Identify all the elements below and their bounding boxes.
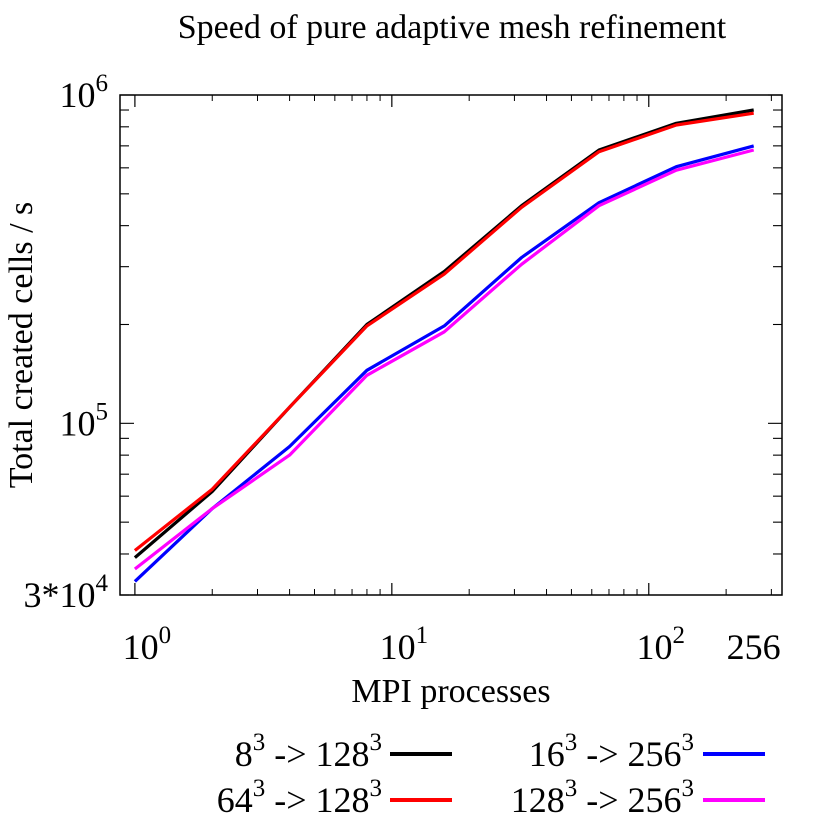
- y-axis-label: Total created cells / s: [3, 202, 40, 489]
- plot-frame: [119, 94, 783, 596]
- series-lines: [133, 108, 755, 583]
- legend-label: 83 -> 1283: [235, 729, 382, 774]
- legend-label: 1283 -> 2563: [511, 775, 694, 820]
- x-axis-label: MPI processes: [351, 673, 550, 710]
- legend-label: 163 -> 2563: [529, 729, 694, 774]
- axis-ticks: [120, 94, 782, 596]
- chart-title: Speed of pure adaptive mesh refinement: [178, 9, 727, 46]
- y-tick-label: 3*104: [24, 570, 109, 615]
- legend-label: 643 -> 1283: [217, 775, 382, 820]
- series-line-64-3-128-3: [133, 111, 754, 552]
- y-tick-label: 105: [60, 398, 109, 443]
- x-tick-label: 102: [637, 622, 686, 667]
- x-tick-label: 101: [380, 622, 429, 667]
- series-line-16-3-256-3: [133, 144, 755, 583]
- x-tick-label: 256: [727, 627, 781, 667]
- tick-labels: 100 101 102 256 3*104 105 106: [24, 70, 781, 667]
- y-tick-label: 106: [60, 70, 109, 115]
- x-tick-label: 100: [123, 622, 172, 667]
- series-line-128-3-256-3: [133, 148, 755, 571]
